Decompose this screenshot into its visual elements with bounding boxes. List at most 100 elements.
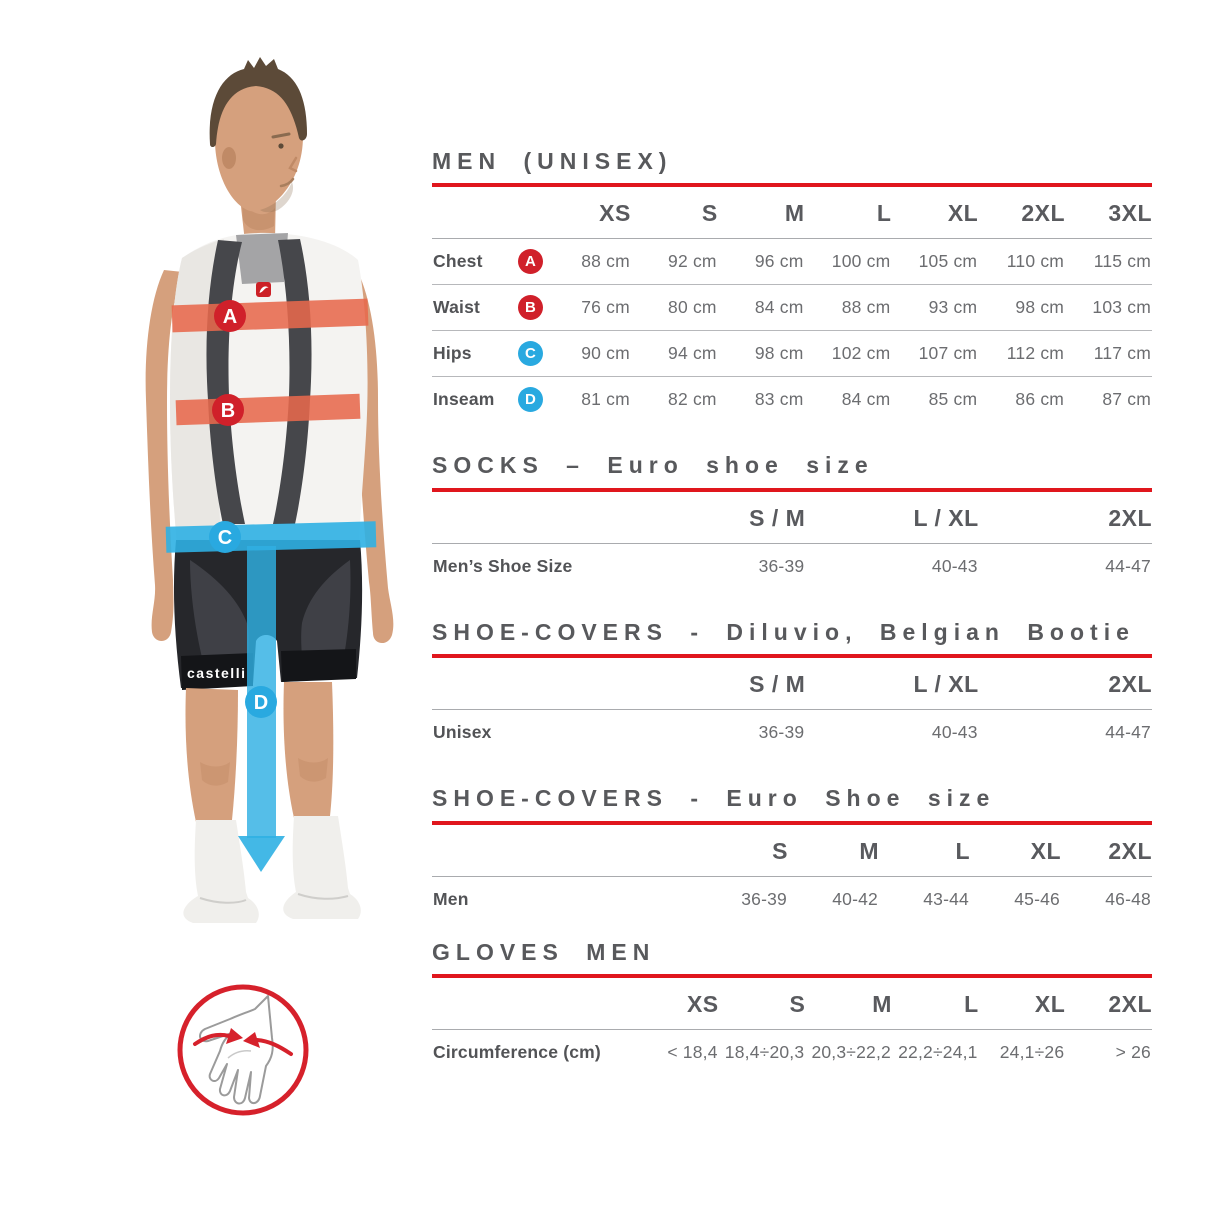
cell: 92 cm bbox=[668, 251, 717, 272]
row-label: Men bbox=[433, 888, 469, 909]
cell: 103 cm bbox=[1065, 284, 1152, 331]
table-row: Chest A 88 cm 92 cm 96 cm 100 cm 105 cm 1… bbox=[432, 239, 1152, 285]
col-header: M bbox=[717, 187, 805, 240]
col-header: S / M bbox=[632, 491, 806, 544]
cell: 44-47 bbox=[1105, 555, 1151, 576]
col-header: L bbox=[891, 978, 979, 1031]
cell: 98 cm bbox=[717, 330, 805, 377]
cell: 46-48 bbox=[1105, 888, 1151, 909]
cell: 86 cm bbox=[978, 376, 1066, 423]
col-header: XL bbox=[970, 824, 1061, 877]
cell: 105 cm bbox=[918, 251, 978, 272]
cell: 98 cm bbox=[978, 284, 1066, 331]
table-row: Waist B 76 cm 80 cm 84 cm 88 cm 93 cm 98 … bbox=[432, 284, 1152, 331]
col-header: XL bbox=[978, 978, 1066, 1031]
col-header: XL bbox=[891, 187, 979, 240]
row-label: Waist bbox=[433, 297, 481, 318]
cell: 102 cm bbox=[804, 330, 892, 377]
cell: 85 cm bbox=[891, 376, 979, 423]
svg-text:D: D bbox=[254, 692, 268, 714]
section-shoecovers-euro: SHOE-COVERS - Euro Shoe size S M L XL 2X… bbox=[432, 785, 1152, 921]
section-shoecovers-diluvio: SHOE-COVERS - Diluvio, Belgian Bootie S … bbox=[432, 619, 1152, 755]
cell: 36-39 bbox=[758, 722, 805, 743]
head bbox=[209, 57, 307, 213]
col-header: L / XL bbox=[805, 491, 979, 544]
marker-badge-d: D bbox=[245, 686, 277, 718]
cell: 107 cm bbox=[891, 330, 979, 377]
col-header: 2XL bbox=[1065, 978, 1152, 1031]
col-header: 2XL bbox=[978, 491, 1152, 544]
section-socks: SOCKS – Euro shoe size S / M L / XL 2XL … bbox=[432, 452, 1152, 588]
marker-badge-c: C bbox=[209, 521, 241, 553]
svg-text:B: B bbox=[221, 400, 235, 422]
red-rule bbox=[432, 487, 1152, 492]
cell: 110 cm bbox=[1006, 251, 1065, 272]
col-header: M bbox=[788, 824, 879, 877]
col-header: L / XL bbox=[805, 658, 979, 711]
cell: > 26 bbox=[1115, 1042, 1151, 1063]
table-header-row: S M L XL 2XL bbox=[432, 824, 1152, 877]
cell: 76 cm bbox=[544, 284, 631, 331]
col-header: M bbox=[805, 978, 892, 1031]
cell: 96 cm bbox=[754, 251, 804, 272]
castelli-chest-logo bbox=[256, 282, 271, 297]
section-gloves-men: GLOVES MEN XS S M L XL 2XL Circumference… bbox=[432, 939, 1152, 1075]
hand-outline bbox=[199, 995, 274, 1105]
section-title: GLOVES MEN bbox=[432, 938, 656, 965]
gloves-size-table: XS S M L XL 2XL Circumference (cm) < 18,… bbox=[432, 978, 1152, 1075]
cell: 93 cm bbox=[891, 284, 979, 331]
row-label: Unisex bbox=[433, 722, 492, 743]
col-header: 2XL bbox=[978, 187, 1066, 240]
cell: 18,4÷20,3 bbox=[724, 1042, 805, 1063]
row-label: Chest bbox=[433, 251, 483, 272]
col-header: 2XL bbox=[1061, 824, 1152, 877]
measure-arrows bbox=[193, 1032, 293, 1056]
shoecovers-diluvio-table: S / M L / XL 2XL Unisex 36-39 40-43 44-4… bbox=[432, 658, 1152, 755]
cell: < 18,4 bbox=[667, 1042, 718, 1063]
col-header: S bbox=[630, 187, 718, 240]
section-title: SHOE-COVERS - Euro Shoe size bbox=[432, 785, 996, 812]
col-header: 2XL bbox=[978, 658, 1152, 711]
table-header-row: XS S M L XL 2XL 3XL bbox=[432, 187, 1152, 240]
table-row: Hips C 90 cm 94 cm 98 cm 102 cm 107 cm 11… bbox=[432, 330, 1152, 377]
cell: 88 cm bbox=[581, 251, 630, 272]
marker-badge-a: A bbox=[214, 300, 246, 332]
col-header: S / M bbox=[632, 658, 806, 711]
cell: 117 cm bbox=[1065, 330, 1152, 377]
cell: 83 cm bbox=[717, 376, 805, 423]
cell: 36-39 bbox=[758, 555, 805, 576]
marker-badge-b: B bbox=[212, 394, 244, 426]
col-header: XS bbox=[632, 978, 719, 1031]
row-label: Hips bbox=[433, 343, 472, 364]
cell: 90 cm bbox=[544, 330, 631, 377]
cell: 43-44 bbox=[923, 888, 969, 909]
socks bbox=[183, 816, 361, 923]
section-title: SHOE-COVERS - Diluvio, Belgian Bootie bbox=[432, 618, 1135, 645]
section-title: SOCKS – Euro shoe size bbox=[432, 452, 874, 479]
shorts-logo-text: castelli bbox=[187, 665, 246, 681]
red-rule bbox=[432, 654, 1152, 659]
red-rule bbox=[432, 183, 1152, 188]
red-rule bbox=[432, 820, 1152, 825]
col-header: S bbox=[718, 978, 806, 1031]
col-header: L bbox=[804, 187, 892, 240]
badge-c: C bbox=[518, 341, 543, 367]
col-header: S bbox=[697, 824, 788, 877]
table-row: Men’s Shoe Size 36-39 40-43 44-47 bbox=[432, 543, 1152, 589]
cell: 40-42 bbox=[832, 888, 878, 909]
cell: 81 cm bbox=[544, 376, 631, 423]
table-row: Unisex 36-39 40-43 44-47 bbox=[432, 710, 1152, 756]
table-row: Men 36-39 40-42 43-44 45-46 46-48 bbox=[432, 876, 1152, 922]
cell: 84 cm bbox=[804, 376, 892, 423]
cell: 44-47 bbox=[1105, 722, 1151, 743]
svg-text:A: A bbox=[223, 306, 237, 328]
table-header-row: S / M L / XL 2XL bbox=[432, 658, 1152, 711]
cell: 100 cm bbox=[831, 251, 891, 272]
cell: 45-46 bbox=[1014, 888, 1060, 909]
socks-size-table: S / M L / XL 2XL Men’s Shoe Size 36-39 4… bbox=[432, 491, 1152, 589]
shoecovers-euro-table: S M L XL 2XL Men 36-39 40-42 43-44 45-46… bbox=[432, 824, 1152, 922]
cell: 80 cm bbox=[630, 284, 718, 331]
cell: 112 cm bbox=[978, 330, 1066, 377]
man-photo: castelli A B C bbox=[145, 57, 394, 923]
row-label: Inseam bbox=[433, 389, 495, 410]
